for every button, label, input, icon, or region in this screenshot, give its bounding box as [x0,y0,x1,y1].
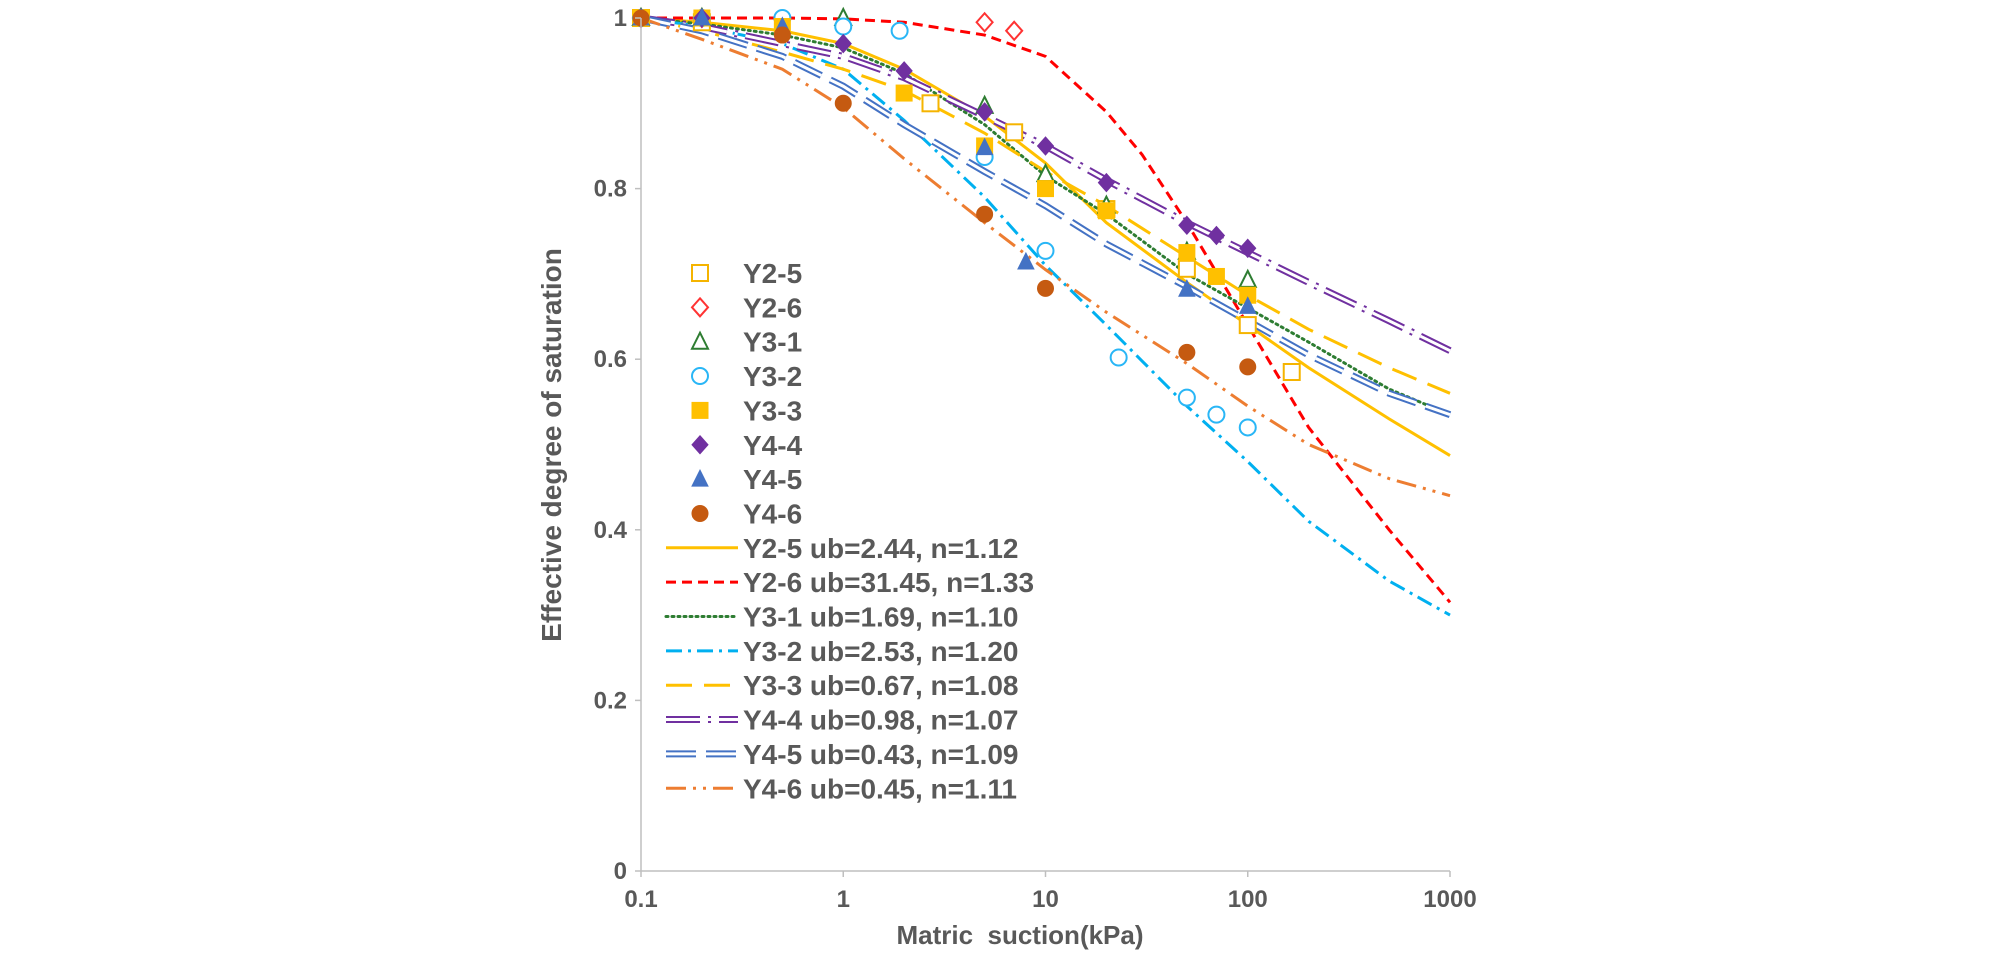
data-point-4-8 [1207,267,1225,285]
data-point-5-6 [1097,172,1116,193]
data-point-3-4 [890,21,909,40]
data-point-7-1 [773,26,791,44]
y-tick-label: 0.8 [594,176,627,203]
legend-label-10: Y3-1 ub=1.69, n=1.10 [743,602,1019,633]
data-point-3-10 [1238,418,1257,437]
data-point-7-6 [1239,358,1257,376]
legend-marker-7 [691,504,709,522]
data-point-5-2 [834,33,852,54]
legend-label-3: Y3-2 [743,361,802,392]
data-point-5-8 [1207,225,1226,246]
data-point-4-5 [1037,180,1054,198]
data-point-0-6 [1238,316,1257,335]
data-point-6-5 [1178,279,1196,297]
y-tick-label: 0 [614,858,627,885]
legend-marker-6 [691,468,709,487]
data-point-6-3 [975,137,994,156]
legend-marker-2 [690,330,710,350]
x-axis-label: Matric suction(kPa) [896,920,1143,950]
data-point-0-2 [921,94,940,113]
legend-marker-0 [691,264,709,282]
fit-line-15 [640,16,1451,498]
legend-label-13: Y4-4 ub=0.98, n=1.07 [743,705,1019,736]
x-tick-label: 10 [1032,886,1059,913]
legend-label-15: Y4-6 ub=0.45, n=1.11 [743,773,1017,804]
data-point-7-3 [976,205,994,223]
data-point-4-7 [1178,244,1196,262]
data-point-3-3 [834,17,853,36]
plot-points [631,6,1301,437]
legend-marker-3 [691,367,709,386]
legend-label-14: Y4-5 ub=0.43, n=1.09 [743,739,1019,770]
data-point-6-6 [1238,296,1257,314]
y-tick-label: 0.6 [594,346,627,373]
legend-label-7: Y4-6 [743,498,802,529]
y-axis-label: Effective degree of saturation [536,248,567,642]
x-tick-label: 1000 [1423,886,1476,913]
y-tick-label: 0.4 [594,517,628,544]
legend-label-4: Y3-3 [743,395,802,426]
data-point-4-3 [895,84,913,102]
data-point-1-2 [975,11,994,33]
y-tick-label: 0.2 [594,687,627,714]
legend-label-0: Y2-5 [743,258,802,289]
fit-line-14-inner [640,16,1451,417]
legend-label-6: Y4-5 [743,464,802,495]
x-tick-label: 100 [1228,886,1268,913]
legend-label-12: Y3-3 ub=0.67, n=1.08 [743,670,1019,701]
data-point-3-8 [1177,388,1196,407]
data-point-2-7 [1238,268,1258,288]
data-point-5-3 [895,61,913,81]
fit-line-11 [640,16,1451,617]
data-point-6-4 [1017,251,1035,270]
fit-line-9 [641,16,1452,604]
y-tick-label: 1 [614,5,627,32]
legend-label-8: Y2-5 ub=2.44, n=1.12 [743,533,1019,564]
legend-label-1: Y2-6 [743,292,802,323]
data-point-0-7 [1282,362,1301,381]
ticks: 0.1 1 10 100 1000 0 0.2 0.4 0.6 0.8 1 [594,5,1477,913]
data-point-7-2 [834,94,852,112]
x-tick-label: 1 [837,886,850,913]
legend-marker-4 [691,401,709,419]
x-tick-label: 0.1 [624,886,657,913]
data-point-0-5 [1177,259,1196,278]
data-point-7-5 [1178,343,1196,361]
legend-label-5: Y4-4 [743,430,803,461]
data-point-7-4 [1037,279,1054,297]
legend: Y2-5Y2-6 Y3-1Y3-2Y3-3 Y4-4Y4-5Y4-6 Y2-5 ub=… [664,258,1034,804]
legend-marker-5 [691,434,709,455]
data-point-1-3 [1004,20,1024,42]
data-point-6-1 [693,7,711,26]
legend-label-9: Y2-6 ub=31.45, n=1.33 [743,567,1034,598]
data-point-0-3 [1005,123,1024,142]
data-point-3-7 [1109,348,1128,367]
data-point-5-9 [1239,238,1257,259]
legend-label-11: Y3-2 ub=2.53, n=1.20 [743,636,1019,667]
legend-label-2: Y3-1 [743,327,802,358]
data-point-4-6 [1097,202,1115,220]
data-point-5-5 [1036,136,1055,156]
data-point-5-4 [975,102,994,122]
data-point-5-7 [1178,215,1196,236]
data-point-3-6 [1036,241,1055,260]
legend-marker-1 [690,296,710,318]
data-point-3-9 [1207,405,1226,424]
